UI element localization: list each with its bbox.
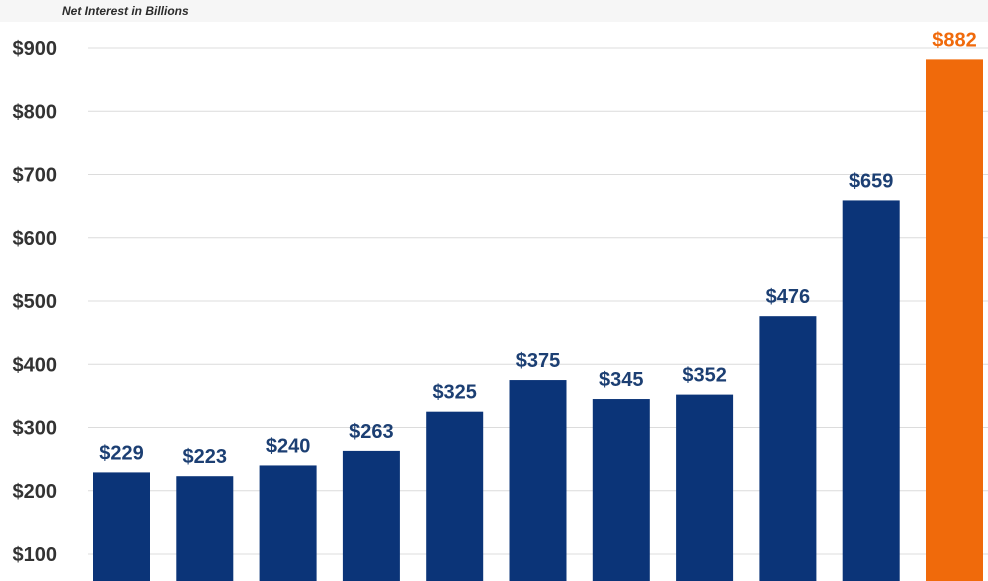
data-label: $375 xyxy=(516,350,561,372)
bar xyxy=(592,399,650,581)
bar xyxy=(176,476,234,581)
y-tick-label: $700 xyxy=(13,165,58,187)
y-tick-label: $200 xyxy=(13,481,58,503)
bar xyxy=(509,380,567,581)
y-tick-label: $600 xyxy=(13,228,58,250)
bar xyxy=(759,316,817,581)
data-label: $223 xyxy=(183,446,228,468)
data-label: $345 xyxy=(599,369,644,391)
data-label: $476 xyxy=(766,286,811,308)
y-tick-label: $900 xyxy=(13,38,58,60)
bar xyxy=(259,465,317,581)
y-tick-label: $800 xyxy=(13,101,58,123)
bar xyxy=(842,200,900,581)
data-label: $352 xyxy=(682,365,727,387)
bar xyxy=(342,450,400,581)
y-tick-label: $300 xyxy=(13,418,58,440)
data-label: $325 xyxy=(432,382,477,404)
chart-subtitle: Net Interest in Billions xyxy=(62,4,189,18)
header-band xyxy=(0,0,988,22)
data-label: $229 xyxy=(99,442,144,464)
data-label: $659 xyxy=(849,170,894,192)
highlighted-bar xyxy=(926,59,983,581)
data-label: $240 xyxy=(266,435,311,457)
bar xyxy=(426,411,484,581)
y-tick-label: $500 xyxy=(13,291,58,313)
y-tick-label: $400 xyxy=(13,354,58,376)
bar xyxy=(676,394,734,581)
data-label: $882 xyxy=(932,29,977,51)
data-label: $263 xyxy=(349,421,394,443)
bar xyxy=(93,472,150,581)
y-tick-label: $100 xyxy=(13,544,58,566)
